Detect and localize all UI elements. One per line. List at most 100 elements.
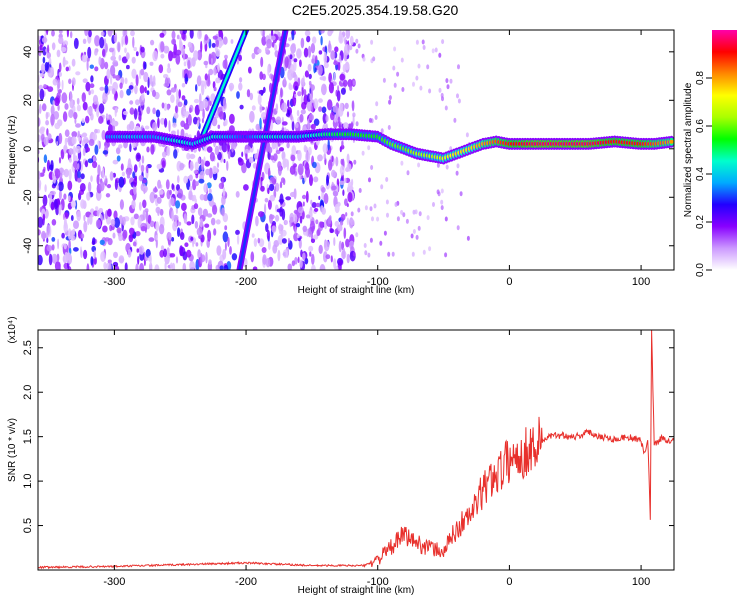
noise-blob (374, 115, 378, 120)
noise-blob (87, 46, 92, 59)
noise-blob (173, 112, 179, 119)
noise-blob (306, 35, 311, 43)
noise-blob (107, 208, 112, 217)
noise-blob (465, 132, 469, 138)
colorbar: 0.0 0.2 0.4 0.6 0.8 Normalized spectral ampl… (683, 30, 737, 277)
noise-blob (249, 92, 254, 101)
noise-blob (123, 230, 126, 239)
noise-blob (58, 181, 64, 192)
noise-blob (96, 209, 100, 217)
noise-blob (426, 64, 430, 70)
noise-blob (175, 53, 181, 65)
noise-blob (387, 251, 391, 257)
noise-blob (49, 192, 52, 205)
noise-blob (154, 194, 158, 199)
noise-blob (344, 177, 347, 183)
noise-blob (337, 116, 341, 124)
noise-blob (265, 223, 269, 233)
noise-blob (318, 98, 323, 103)
noise-blob (92, 94, 99, 105)
noise-blob (46, 52, 51, 59)
noise-blob (179, 245, 184, 257)
noise-blob (74, 118, 77, 124)
noise-blob (271, 225, 277, 233)
noise-blob (74, 169, 79, 182)
y-tick-label: 1.5 (22, 429, 34, 444)
noise-blob (182, 69, 185, 79)
y-tick-label: 40 (22, 46, 34, 58)
noise-blob (112, 60, 119, 67)
noise-blob (138, 201, 142, 211)
noise-blob (46, 237, 49, 243)
noise-blob (327, 216, 332, 225)
noise-blob (89, 214, 93, 225)
noise-blob (394, 202, 398, 207)
noise-blob (172, 221, 178, 232)
noise-blob (168, 50, 173, 62)
noise-blob (325, 115, 329, 122)
noise-blob (329, 228, 335, 234)
noise-blob (229, 113, 235, 124)
noise-blob (309, 220, 316, 233)
noise-blob (265, 46, 269, 53)
noise-blob (40, 133, 45, 143)
noise-blob (219, 111, 224, 120)
noise-blob (69, 91, 73, 102)
noise-blob (204, 34, 208, 41)
noise-blob (171, 183, 174, 191)
noise-blob (176, 129, 180, 137)
noise-blob (326, 174, 329, 186)
noise-blob (355, 48, 359, 54)
colorbar-tick-label: 0.8 (695, 71, 706, 85)
noise-blob (54, 97, 60, 107)
noise-blob (152, 107, 156, 115)
snr-y-axis-label: SNR (10 * v/v) (7, 418, 18, 482)
noise-blob (290, 113, 293, 121)
noise-blob (164, 117, 168, 128)
noise-blob (40, 63, 46, 74)
noise-blob (304, 162, 310, 171)
y-tick-label: 1.0 (22, 473, 34, 488)
noise-blob (222, 97, 227, 109)
noise-blob (422, 45, 426, 50)
noise-blob (328, 82, 334, 94)
noise-blob (401, 87, 405, 92)
noise-blob (297, 163, 304, 176)
noise-blob (325, 254, 331, 260)
noise-blob (181, 202, 187, 212)
noise-blob (311, 253, 315, 265)
noise-blob (177, 227, 181, 238)
noise-blob (368, 177, 371, 183)
noise-blob (217, 124, 221, 129)
noise-blob (252, 162, 258, 169)
noise-blob (349, 85, 353, 91)
noise-blob (436, 189, 440, 195)
noise-blob (308, 73, 312, 80)
noise-blob (46, 245, 53, 252)
noise-blob (412, 209, 416, 215)
noise-blob (56, 141, 59, 146)
noise-blob (438, 87, 442, 93)
noise-blob (92, 237, 96, 245)
spectrogram-frame (37, 29, 675, 271)
noise-blob (310, 43, 316, 54)
noise-blob (375, 101, 379, 107)
noise-blob (161, 160, 166, 168)
noise-blob (50, 160, 54, 172)
noise-blob (253, 238, 258, 247)
noise-blob (248, 156, 254, 164)
noise-blob (313, 207, 319, 212)
noise-blob (323, 153, 327, 160)
noise-blob (90, 256, 94, 266)
noise-blob (76, 97, 80, 105)
noise-blob (193, 116, 198, 125)
noise-blob (73, 247, 79, 252)
noise-blob (343, 79, 348, 87)
noise-blob (132, 141, 137, 149)
noise-blob (58, 62, 62, 73)
noise-blob (171, 210, 174, 222)
noise-blob (136, 248, 140, 253)
noise-blob (138, 245, 145, 255)
colorbar-tick-label: 0.0 (695, 263, 706, 277)
